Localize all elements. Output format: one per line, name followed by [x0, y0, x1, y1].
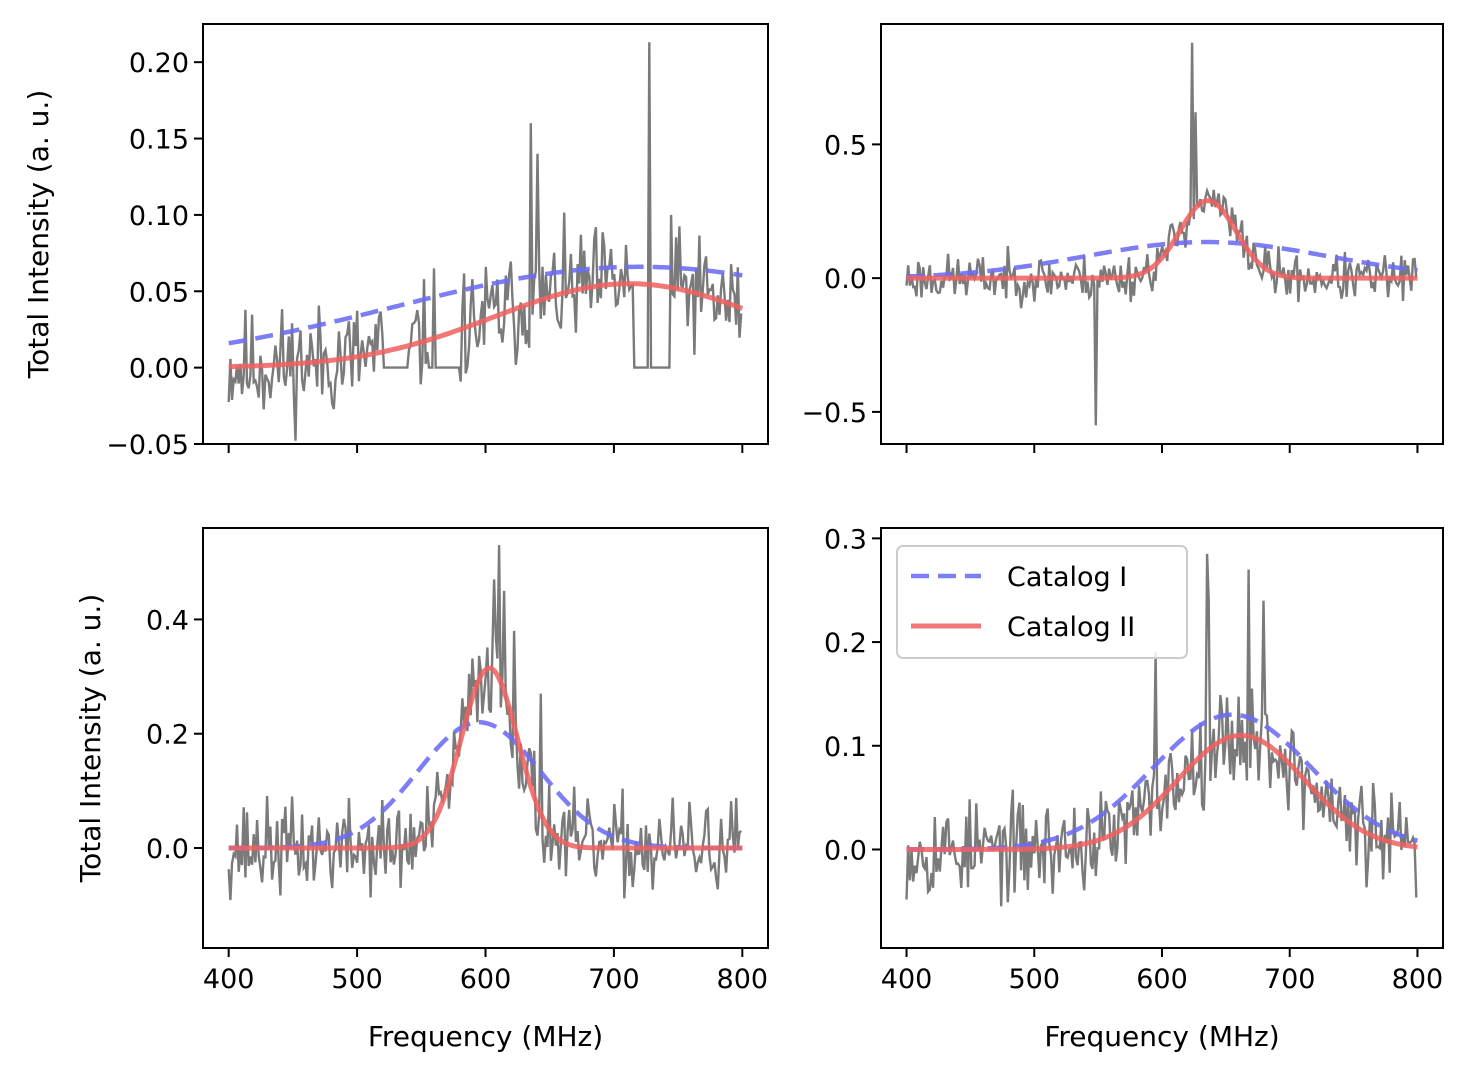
x-axis-label: Frequency (MHz): [1044, 1020, 1279, 1053]
plot-area: [227, 42, 744, 441]
y-axis-label: Total Intensity (a. u.): [22, 90, 55, 380]
y-tick-label: 0.00: [129, 354, 189, 385]
y-tick-label: 0.2: [146, 720, 189, 751]
y-tick-label: 0.4: [146, 605, 189, 636]
panel-bottom-left: 400 500 600 700 800 0.0 0.2 0.4 Frequency (MHz) T…: [74, 527, 769, 1053]
plot-area: [905, 42, 1418, 426]
catalog-i-curve: [906, 712, 1419, 852]
y-tick-label: 0.0: [824, 264, 867, 295]
x-tick-label: 700: [1264, 964, 1316, 995]
y-tick-label: 0.2: [824, 628, 867, 659]
y-axis-label: Total Intensity (a. u.): [74, 594, 107, 884]
catalog-i-curve: [228, 720, 743, 851]
observed-spectrum-line: [227, 545, 743, 901]
observed-spectrum-line: [227, 42, 743, 441]
y-tick-label: 0.10: [129, 201, 189, 232]
x-tick-label: 600: [1136, 964, 1188, 995]
catalog-ii-curve: [228, 281, 744, 370]
legend-catalog-i-label: Catalog I: [1007, 562, 1127, 593]
catalog-ii-curve: [906, 732, 1418, 852]
y-tick-label: 0.0: [146, 834, 189, 865]
plot-area: [905, 553, 1419, 907]
y-tick-label: 0.15: [129, 125, 189, 156]
y-tick-label: −0.5: [801, 398, 867, 429]
y-tick-label: 0.0: [824, 835, 867, 866]
y-tick-label: 0.5: [824, 130, 867, 161]
panel-top-right: −0.5 0.0 0.5: [801, 23, 1444, 453]
catalog-ii-curve: [228, 665, 743, 851]
catalog-i-curve: [228, 264, 743, 346]
x-axis-label: Frequency (MHz): [368, 1020, 603, 1053]
x-tick-label: 400: [203, 964, 255, 995]
y-tick-label: 0.20: [129, 48, 189, 79]
y-tick-label: 0.05: [129, 277, 189, 308]
x-tick-label: 400: [881, 964, 933, 995]
y-tick-label: 0.1: [824, 732, 867, 763]
axes-frame: [202, 527, 769, 949]
y-tick-label: −0.05: [106, 430, 189, 461]
catalog-i-curve: [906, 239, 1418, 279]
x-tick-label: 600: [460, 964, 512, 995]
observed-spectrum-line: [905, 42, 1418, 426]
panel-bottom-right: 400 500 600 700 800 0.0 0.1 0.2 0.3 Frequency (MH…: [824, 524, 1444, 1053]
x-tick-label: 800: [1392, 964, 1444, 995]
y-tick-label: 0.3: [824, 524, 867, 555]
x-tick-label: 800: [717, 964, 769, 995]
plot-area: [227, 545, 743, 901]
x-tick-label: 500: [1008, 964, 1060, 995]
legend: Catalog I Catalog II: [896, 545, 1188, 659]
panel-top-left: −0.05 0.00 0.05 0.10 0.15 0.20 Total Intensity…: [22, 23, 769, 461]
axes-frame: [880, 23, 1444, 445]
catalog-ii-curve: [906, 198, 1418, 281]
x-tick-label: 700: [588, 964, 640, 995]
axes-frame: [202, 23, 769, 445]
x-tick-label: 500: [331, 964, 383, 995]
legend-catalog-ii-label: Catalog II: [1007, 612, 1135, 643]
